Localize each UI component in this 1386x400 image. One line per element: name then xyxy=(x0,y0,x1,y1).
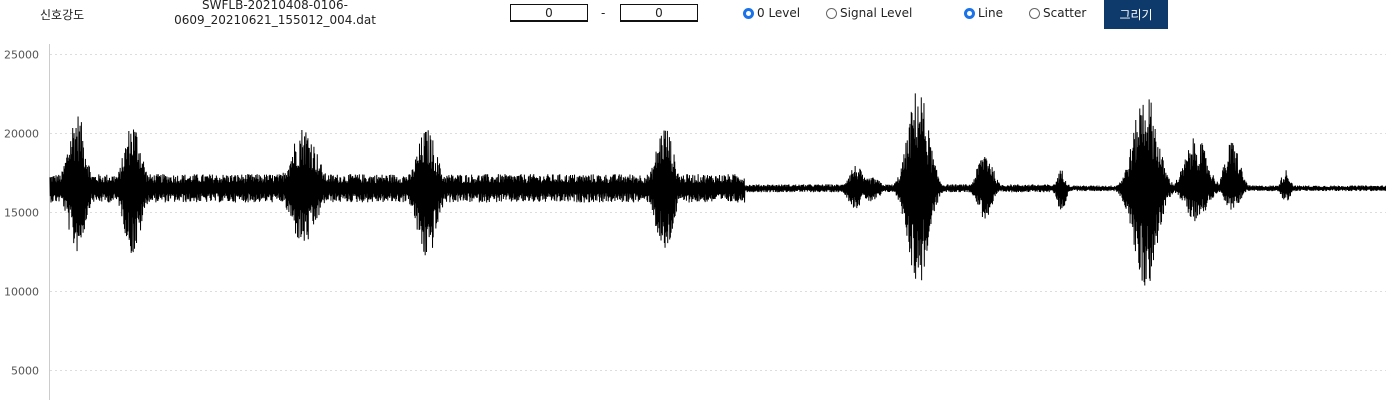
zero-level-radio[interactable]: 0 Level xyxy=(743,6,800,20)
scatter-plot-radio[interactable]: Scatter xyxy=(1029,6,1086,20)
y-tick-label-20000: 20000 xyxy=(4,128,39,141)
draw-button[interactable]: 그리기 xyxy=(1104,0,1168,29)
scatter-plot-radio-label: Scatter xyxy=(1043,6,1086,20)
zero-level-radio-dot[interactable] xyxy=(743,8,754,19)
toolbar: 신호강도 SWFLB-20210408-0106- 0609_20210621_… xyxy=(0,0,1386,44)
y-tick-label-15000: 15000 xyxy=(4,207,39,220)
signal-chart: 5000 10000 15000 20000 25000 xyxy=(0,44,1386,400)
range-end-input[interactable] xyxy=(620,4,698,22)
range-start-input[interactable] xyxy=(510,4,588,22)
y-tick-label-10000: 10000 xyxy=(4,286,39,299)
grid-layer xyxy=(50,55,1386,371)
scatter-plot-radio-dot[interactable] xyxy=(1029,8,1040,19)
signal-series-line xyxy=(50,93,1386,285)
line-plot-radio-dot[interactable] xyxy=(964,8,975,19)
signal-level-radio[interactable]: Signal Level xyxy=(826,6,912,20)
line-plot-radio[interactable]: Line xyxy=(964,6,1003,20)
zero-level-radio-label: 0 Level xyxy=(757,6,800,20)
signal-strength-label: 신호강도 xyxy=(40,6,84,23)
y-tick-labels: 5000 10000 15000 20000 25000 xyxy=(4,49,39,378)
filename-line-2: 0609_20210621_155012_004.dat xyxy=(168,13,382,28)
line-plot-radio-label: Line xyxy=(978,6,1003,20)
signal-level-radio-dot[interactable] xyxy=(826,8,837,19)
filename-label: SWFLB-20210408-0106- 0609_20210621_15501… xyxy=(168,0,382,28)
signal-level-radio-label: Signal Level xyxy=(840,6,912,20)
filename-line-1: SWFLB-20210408-0106- xyxy=(168,0,382,13)
y-tick-label-25000: 25000 xyxy=(4,49,39,62)
y-tick-label-5000: 5000 xyxy=(11,365,39,378)
range-separator: - xyxy=(601,6,605,20)
